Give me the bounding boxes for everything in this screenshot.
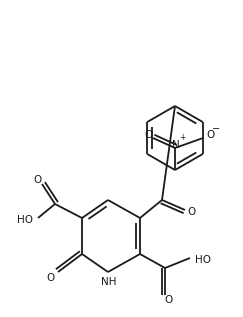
Text: HO: HO xyxy=(17,215,33,225)
Text: +: + xyxy=(179,133,185,143)
Text: O: O xyxy=(144,130,152,140)
Text: O: O xyxy=(164,295,172,305)
Text: O: O xyxy=(187,207,195,217)
Text: O: O xyxy=(33,175,41,185)
Text: −: − xyxy=(212,124,220,134)
Text: NH: NH xyxy=(101,277,117,287)
Text: O: O xyxy=(206,130,214,140)
Text: HO: HO xyxy=(195,255,211,265)
Text: O: O xyxy=(46,273,54,283)
Text: N: N xyxy=(172,140,180,150)
